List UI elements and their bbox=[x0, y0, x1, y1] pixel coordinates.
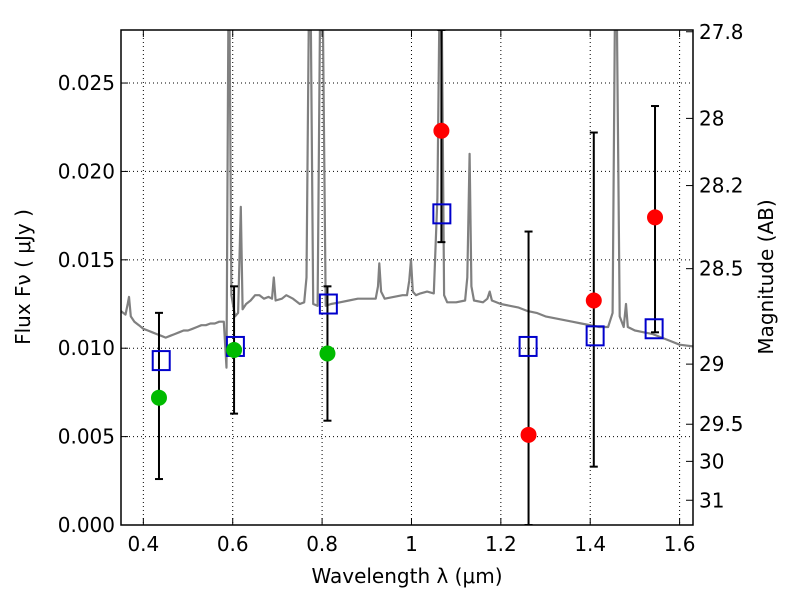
right-tick-label: 27.8 bbox=[699, 20, 744, 44]
photometry-point bbox=[585, 292, 602, 309]
template-spectrum bbox=[121, 30, 693, 369]
photometry-point bbox=[150, 389, 167, 406]
photometry-point bbox=[520, 426, 537, 443]
plot-background bbox=[121, 30, 693, 525]
photometry-point bbox=[226, 341, 243, 358]
spectrum-line bbox=[121, 30, 693, 369]
right-tick-label: 31 bbox=[699, 488, 724, 512]
model-square-marker bbox=[644, 318, 664, 340]
y-tick-label: 0.020 bbox=[58, 159, 115, 183]
y-tick-label: 0.000 bbox=[58, 513, 115, 537]
y-axis-right-label: Magnitude (AB) bbox=[754, 199, 778, 354]
x-tick-label: 1.6 bbox=[664, 532, 696, 556]
x-tick-label: 0.4 bbox=[127, 532, 159, 556]
y-axis-label: Flux Fν ( μJy ) bbox=[11, 209, 35, 345]
model-square-marker bbox=[518, 335, 538, 357]
model-square-marker bbox=[432, 203, 452, 225]
tick-labels: 0.4 0.6 0.8 1 1.2 1.4 1.6 0.000 0.005 0.010 0.015 0… bbox=[58, 20, 744, 556]
right-tick-label: 29.5 bbox=[699, 412, 744, 436]
plot-frame bbox=[120, 29, 694, 526]
y-tick-label: 0.015 bbox=[58, 248, 115, 272]
model-square-marker bbox=[318, 293, 338, 315]
photometry-point bbox=[433, 122, 450, 139]
model-square-marker bbox=[585, 325, 605, 347]
y-tick-label: 0.025 bbox=[58, 71, 115, 95]
data-markers bbox=[150, 122, 664, 443]
x-tick-label: 0.6 bbox=[217, 532, 249, 556]
x-axis-label: Wavelength λ (μm) bbox=[311, 564, 502, 588]
x-tick-label: 1 bbox=[405, 532, 418, 556]
right-tick-label: 28 bbox=[699, 106, 724, 130]
right-tick-label: 30 bbox=[699, 449, 724, 473]
x-tick-label: 1.2 bbox=[485, 532, 517, 556]
x-tick-label: 0.8 bbox=[306, 532, 338, 556]
y-tick-label: 0.005 bbox=[58, 425, 115, 449]
grid-lines bbox=[121, 30, 693, 525]
photometry-point bbox=[647, 209, 664, 226]
axis-ticks bbox=[121, 30, 693, 526]
y-tick-label: 0.010 bbox=[58, 336, 115, 360]
right-tick-label: 28.2 bbox=[699, 174, 744, 198]
model-square-marker bbox=[151, 350, 171, 372]
photometry-point bbox=[319, 345, 336, 362]
right-tick-label: 29 bbox=[699, 352, 724, 376]
x-tick-label: 1.4 bbox=[574, 532, 606, 556]
right-tick-label: 28.5 bbox=[699, 257, 744, 281]
